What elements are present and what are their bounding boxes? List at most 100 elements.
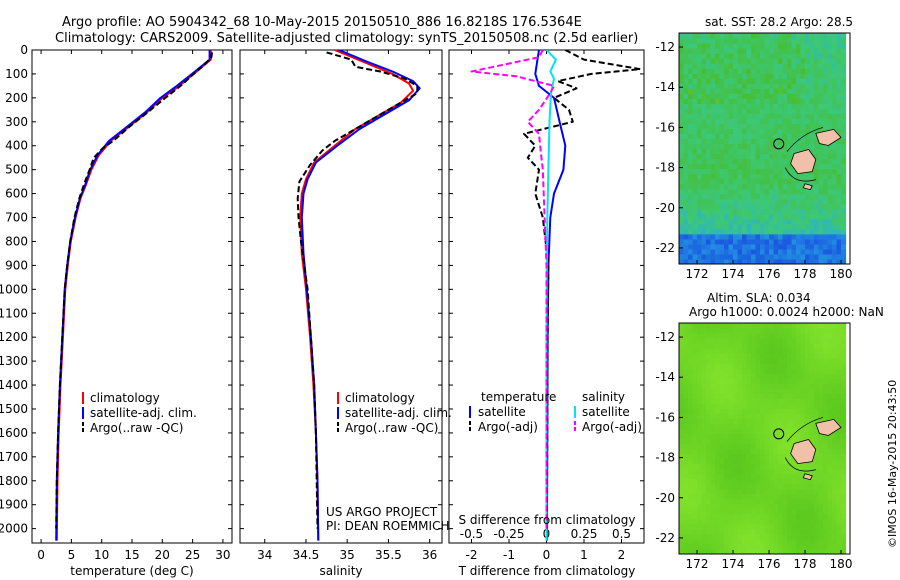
map-cell [805,338,811,344]
map-cell [679,368,685,374]
map-cell [809,533,815,540]
map-cell [706,488,712,495]
map-cell [773,513,779,520]
map-cell [778,343,784,349]
map-cell [742,443,748,450]
map-cell [710,523,716,530]
map-cell [760,68,766,74]
map-cell [728,33,734,39]
map-cell [791,188,797,195]
map-cell [782,83,788,89]
map-cell [773,433,779,440]
map-cell [823,463,829,470]
map-cell [827,98,833,104]
map-cell [805,428,811,435]
map-cell [760,408,766,414]
map-cell [841,353,847,359]
map-cell [737,118,743,124]
map-cell [737,368,743,374]
map-cell [710,108,716,114]
map-cell [755,513,761,520]
map-cell [778,88,784,94]
map-cell [814,503,820,510]
map-cell [782,188,788,195]
map-cell [787,93,793,99]
map-cell [809,338,815,344]
map-cell [818,518,824,525]
map-cell [728,523,734,530]
map-cell [755,533,761,540]
map-cell [679,248,685,255]
map-cell [796,243,802,250]
map-cell [710,128,716,134]
map-cell [805,123,811,129]
map-cell [827,323,833,329]
map-cell [737,538,743,545]
map-cell [733,393,739,399]
map-cell [751,68,757,74]
map-cell [737,453,743,460]
map-cell [809,103,815,109]
map-cell [724,518,730,525]
map-cell [764,228,770,235]
map-cell [805,208,811,215]
map-cell [679,328,685,334]
map-cell [706,418,712,424]
map-cell [836,193,842,200]
map-cell [724,158,730,165]
map-cell [710,78,716,84]
map-cell [769,148,775,155]
map-cell [688,498,694,505]
map-cell [814,158,820,165]
map-cell [836,363,842,369]
map-cell [814,208,820,215]
map-cell [827,413,833,419]
map-cell [755,428,761,435]
map-cell [701,438,707,445]
map-cell [755,493,761,500]
map-cell [683,113,689,119]
map-cell [724,498,730,505]
map-cell [737,188,743,195]
map-cell [814,254,820,260]
map-cell [782,508,788,515]
map-x-tick-label: 172 [686,557,709,571]
map-cell [692,173,698,180]
map-cell [836,83,842,89]
map-cell [782,503,788,510]
map-cell [701,503,707,510]
map-cell [724,328,730,334]
map-cell [805,138,811,145]
map-cell [760,438,766,445]
map-cell [814,418,820,424]
sla-map [679,323,847,554]
map-cell [683,103,689,109]
map-cell [742,228,748,235]
map-cell [697,168,703,175]
map-cell [791,183,797,190]
map-cell [796,549,802,554]
map-cell [706,183,712,190]
map-cell [701,378,707,384]
map-cell [688,198,694,205]
map-cell [755,78,761,84]
map-cell [760,243,766,250]
map-cell [773,483,779,490]
map-cell [796,63,802,69]
map-cell [791,433,797,440]
map-cell [787,513,793,520]
map-cell [769,418,775,424]
map-cell [724,378,730,384]
map-cell [773,373,779,379]
map-cell [800,544,806,550]
map-cell [760,223,766,230]
map-cell [814,168,820,175]
map-cell [827,193,833,200]
map-cell [836,383,842,389]
map-cell [796,138,802,145]
map-cell [710,513,716,520]
map-cell [809,138,815,145]
map-cell [679,208,685,215]
map-cell [733,238,739,245]
map-cell [751,58,757,64]
